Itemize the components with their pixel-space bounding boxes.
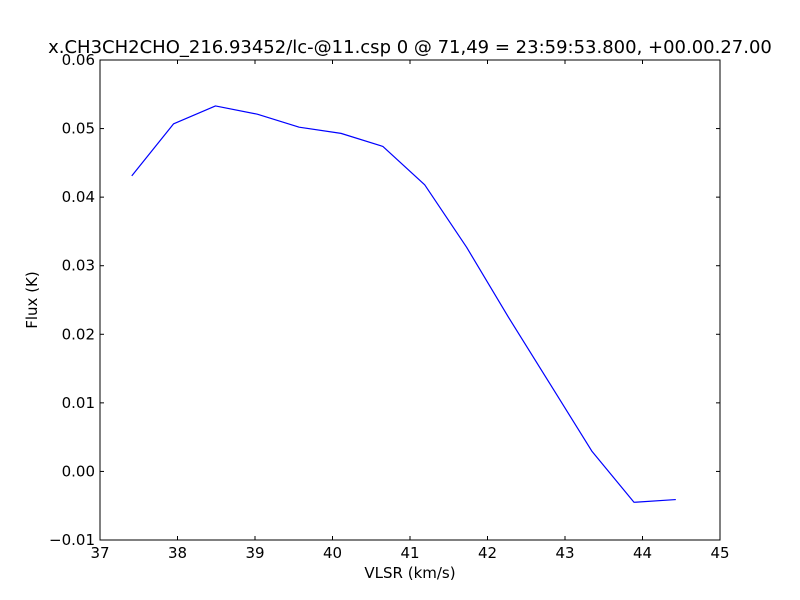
x-tick-label: 41 (400, 544, 419, 562)
chart-title: x.CH3CH2CHO_216.93452/lc-@11.csp 0 @ 71,… (48, 37, 772, 58)
x-tick-label: 43 (555, 544, 574, 562)
y-tick-label: 0.05 (62, 120, 95, 138)
y-tick-label: 0.04 (62, 188, 95, 206)
x-tick-label: 39 (245, 544, 264, 562)
y-tick-label: 0.03 (62, 257, 95, 275)
x-axis-label: VLSR (km/s) (364, 564, 455, 582)
series-line (131, 105, 676, 503)
y-tick-label: 0.06 (62, 51, 95, 69)
series-layer (131, 105, 676, 503)
y-tick-label: −0.01 (49, 531, 95, 549)
x-tick-label: 44 (633, 544, 652, 562)
y-tick-label: 0.01 (62, 394, 95, 412)
y-axis-label: Flux (K) (23, 271, 41, 329)
axis-ticks: 37 38 39 40 41 42 43 44 45 −0.01 0.00 0.01 0.02 0.03 0… (49, 51, 730, 562)
x-tick-label: 40 (323, 544, 342, 562)
plot-area (100, 60, 720, 540)
x-tick-label: 37 (90, 544, 109, 562)
x-tick-label: 45 (710, 544, 729, 562)
x-tick-label: 42 (478, 544, 497, 562)
x-tick-label: 38 (168, 544, 187, 562)
y-tick-label: 0.02 (62, 325, 95, 343)
y-tick-label: 0.00 (62, 462, 95, 480)
plot-border (99, 59, 721, 541)
